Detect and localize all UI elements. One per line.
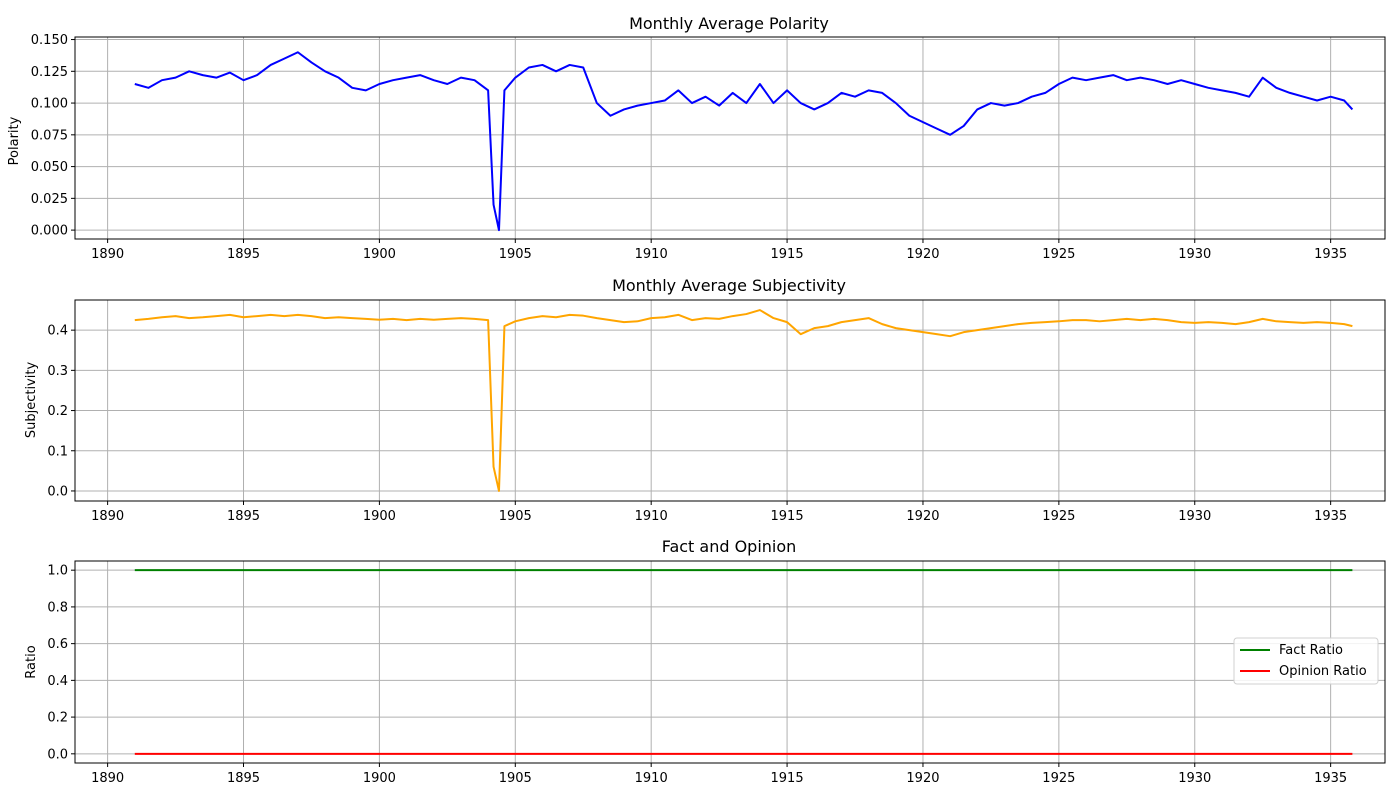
subjectivity-axes-frame: [74, 299, 1386, 502]
polarity-xtick-label: 1915: [771, 247, 804, 262]
polarity-ytick-label: 0.050: [31, 160, 68, 175]
subjectivity-ylabel: Subjectivity: [24, 362, 39, 439]
polarity-xtick-label: 1935: [1314, 247, 1347, 262]
fact-opinion-ytick-label: 0.6: [47, 637, 68, 652]
legend-fact-label: Fact Ratio: [1279, 643, 1343, 658]
subjectivity-xtick-label: 1895: [227, 509, 260, 524]
subjectivity-xtick-label: 1910: [635, 509, 668, 524]
polarity-xtick-label: 1910: [635, 247, 668, 262]
fact-opinion-xtick-label: 1890: [91, 771, 124, 786]
fact-opinion-ytick-label: 0.0: [47, 747, 68, 762]
fact-opinion-xtick-label: 1920: [906, 771, 939, 786]
fact-opinion-xtick-label: 1900: [363, 771, 396, 786]
subjectivity-ytick-label: 0.4: [47, 324, 68, 339]
subjectivity-grid: [75, 300, 1385, 501]
polarity-xtick-label: 1895: [227, 247, 260, 262]
fact-opinion-xtick-label: 1930: [1178, 771, 1211, 786]
polarity-ytick-label: 0.000: [31, 224, 68, 239]
subjectivity-panel: Monthly Average Subjectivity Subjectivit…: [24, 276, 1386, 524]
subjectivity-xtick-label: 1915: [771, 509, 804, 524]
subjectivity-series-0-line: [134, 309, 1353, 492]
legend-opinion-label: Opinion Ratio: [1279, 664, 1367, 679]
legend: Fact Ratio Opinion Ratio: [1233, 637, 1379, 685]
polarity-xtick-label: 1905: [499, 247, 532, 262]
polarity-ylabel: Polarity: [7, 116, 22, 165]
fact-opinion-xtick-label: 1935: [1314, 771, 1347, 786]
polarity-ytick-label: 0.150: [31, 33, 68, 48]
polarity-xtick-label: 1920: [906, 247, 939, 262]
polarity-grid: [75, 37, 1385, 239]
subjectivity-ytick-label: 0.3: [47, 364, 68, 379]
subjectivity-xtick-label: 1905: [499, 509, 532, 524]
polarity-xtick-label: 1890: [91, 247, 124, 262]
polarity-axes-frame: [74, 36, 1386, 240]
fact-opinion-axes-frame: [74, 560, 1386, 764]
fact-opinion-xtick-label: 1895: [227, 771, 260, 786]
subjectivity-xtick-label: 1890: [91, 509, 124, 524]
polarity-ytick-label: 0.075: [31, 128, 68, 143]
subjectivity-ytick-label: 0.0: [47, 484, 68, 499]
fact-opinion-xtick-label: 1915: [771, 771, 804, 786]
subjectivity-xtick-label: 1930: [1178, 509, 1211, 524]
fact-opinion-ytick-label: 0.8: [47, 600, 68, 615]
fact-opinion-xtick-label: 1925: [1042, 771, 1075, 786]
polarity-xtick-label: 1900: [363, 247, 396, 262]
fact-opinion-grid: [75, 561, 1385, 763]
polarity-ytick-label: 0.025: [31, 192, 68, 207]
fact-opinion-xtick-label: 1910: [635, 771, 668, 786]
polarity-ytick-label: 0.100: [31, 97, 68, 112]
fact-opinion-ytick-label: 1.0: [47, 564, 68, 579]
fact-opinion-ylabel: Ratio: [24, 645, 39, 678]
fact-opinion-ytick-label: 0.2: [47, 711, 68, 726]
subjectivity-xtick-label: 1925: [1042, 509, 1075, 524]
subjectivity-xtick-label: 1900: [363, 509, 396, 524]
polarity-xtick-label: 1925: [1042, 247, 1075, 262]
fact-opinion-title: Fact and Opinion: [662, 537, 797, 556]
fact-opinion-ytick-label: 0.4: [47, 674, 68, 689]
subjectivity-xtick-label: 1935: [1314, 509, 1347, 524]
polarity-ytick-label: 0.125: [31, 65, 68, 80]
fact-opinion-xtick-label: 1905: [499, 771, 532, 786]
fact-opinion-panel: Fact and Opinion Ratio 1890 1895 1900 1905 1…: [24, 537, 1386, 786]
polarity-panel: Monthly Average Polarity Polarity 1890 18…: [7, 14, 1386, 262]
subjectivity-xtick-label: 1920: [906, 509, 939, 524]
polarity-title: Monthly Average Polarity: [629, 14, 829, 33]
subjectivity-ytick-label: 0.1: [47, 444, 68, 459]
polarity-series-0-line: [134, 51, 1354, 232]
subjectivity-title: Monthly Average Subjectivity: [612, 276, 846, 295]
subjectivity-ytick-label: 0.2: [47, 404, 68, 419]
polarity-xtick-label: 1930: [1178, 247, 1211, 262]
